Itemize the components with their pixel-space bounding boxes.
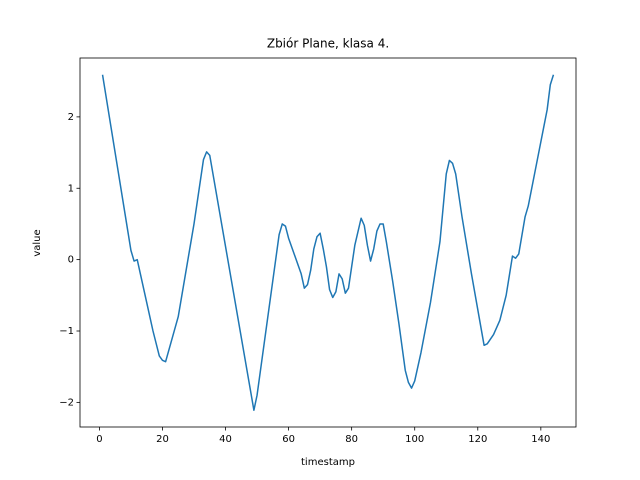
plot-frame [79, 57, 577, 428]
x-axis-label: timestamp [301, 457, 355, 468]
y-tick-label: −2 [59, 397, 74, 408]
x-tick-label: 80 [345, 434, 358, 445]
x-tick-label: 120 [468, 434, 487, 445]
data-line [101, 74, 555, 411]
y-tick-label: −1 [59, 326, 74, 337]
chart-title: Zbiór Plane, klasa 4. [267, 37, 389, 51]
y-tick-label: 2 [68, 112, 74, 123]
y-tick-label: 0 [68, 255, 74, 266]
x-tick-label: 60 [282, 434, 295, 445]
x-tick-label: 140 [531, 434, 550, 445]
x-tick-label: 20 [156, 434, 169, 445]
x-tick-label: 100 [405, 434, 424, 445]
y-tick-label: 1 [68, 183, 74, 194]
x-tick-label: 40 [219, 434, 232, 445]
y-axis-label: value [32, 229, 43, 256]
x-tick-label: 0 [96, 434, 102, 445]
